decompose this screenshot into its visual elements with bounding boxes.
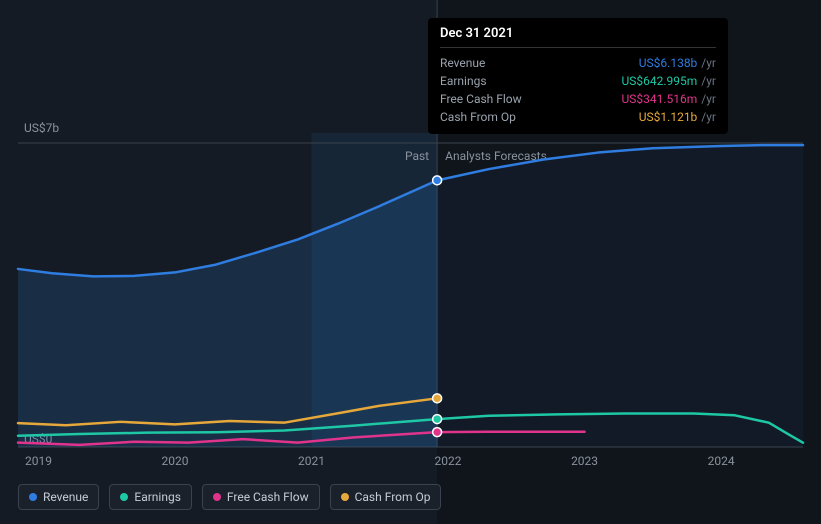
tooltip-row-label: Cash From Op [440, 110, 516, 124]
section-label-past: Past [405, 149, 429, 163]
y-axis-label: US$7b [24, 121, 59, 135]
tooltip-row-unit: /yr [701, 110, 716, 124]
series-marker-revenue [433, 176, 442, 185]
series-marker-cfo [433, 394, 442, 403]
legend-dot-icon [29, 493, 37, 501]
x-axis-label: 2021 [298, 454, 325, 468]
tooltip-row-label: Free Cash Flow [440, 92, 522, 106]
chart-legend: Revenue Earnings Free Cash Flow Cash From O… [18, 484, 441, 510]
tooltip-row-unit: /yr [701, 92, 716, 106]
tooltip-row-revenue: Revenue US$6.138b/yr [440, 54, 716, 72]
tooltip-row-value: US$642.995m [621, 74, 697, 88]
hover-tooltip: Dec 31 2021 Revenue US$6.138b/yr Earnings U… [428, 18, 728, 134]
tooltip-row-label: Earnings [440, 74, 487, 88]
legend-dot-icon [341, 493, 349, 501]
tooltip-row-value: US$1.121b [639, 110, 698, 124]
x-axis-label: 2019 [25, 454, 52, 468]
tooltip-row-value: US$6.138b [639, 56, 698, 70]
x-axis-label: 2024 [708, 454, 735, 468]
series-marker-fcf [433, 428, 442, 437]
x-axis-label: 2023 [571, 454, 598, 468]
tooltip-row-value: US$341.516m [621, 92, 697, 106]
legend-item-label: Earnings [134, 490, 181, 504]
tooltip-row-fcf: Free Cash Flow US$341.516m/yr [440, 90, 716, 108]
financials-chart: US$0US$7b201920202021202220232024PastAna… [0, 0, 821, 524]
tooltip-row-label: Revenue [440, 56, 485, 70]
legend-dot-icon [213, 493, 221, 501]
tooltip-row-unit: /yr [701, 56, 716, 70]
x-axis-label: 2022 [435, 454, 462, 468]
series-marker-earnings [433, 415, 442, 424]
legend-dot-icon [120, 493, 128, 501]
legend-item-fcf[interactable]: Free Cash Flow [202, 484, 320, 510]
legend-item-cfo[interactable]: Cash From Op [330, 484, 442, 510]
tooltip-date: Dec 31 2021 [440, 26, 716, 41]
tooltip-row-unit: /yr [701, 74, 716, 88]
legend-item-label: Free Cash Flow [227, 490, 309, 504]
legend-item-earnings[interactable]: Earnings [109, 484, 192, 510]
x-axis-label: 2020 [162, 454, 189, 468]
legend-item-label: Revenue [43, 490, 88, 504]
legend-item-label: Cash From Op [355, 490, 431, 504]
tooltip-row-earnings: Earnings US$642.995m/yr [440, 72, 716, 90]
tooltip-row-cfo: Cash From Op US$1.121b/yr [440, 108, 716, 126]
legend-item-revenue[interactable]: Revenue [18, 484, 99, 510]
